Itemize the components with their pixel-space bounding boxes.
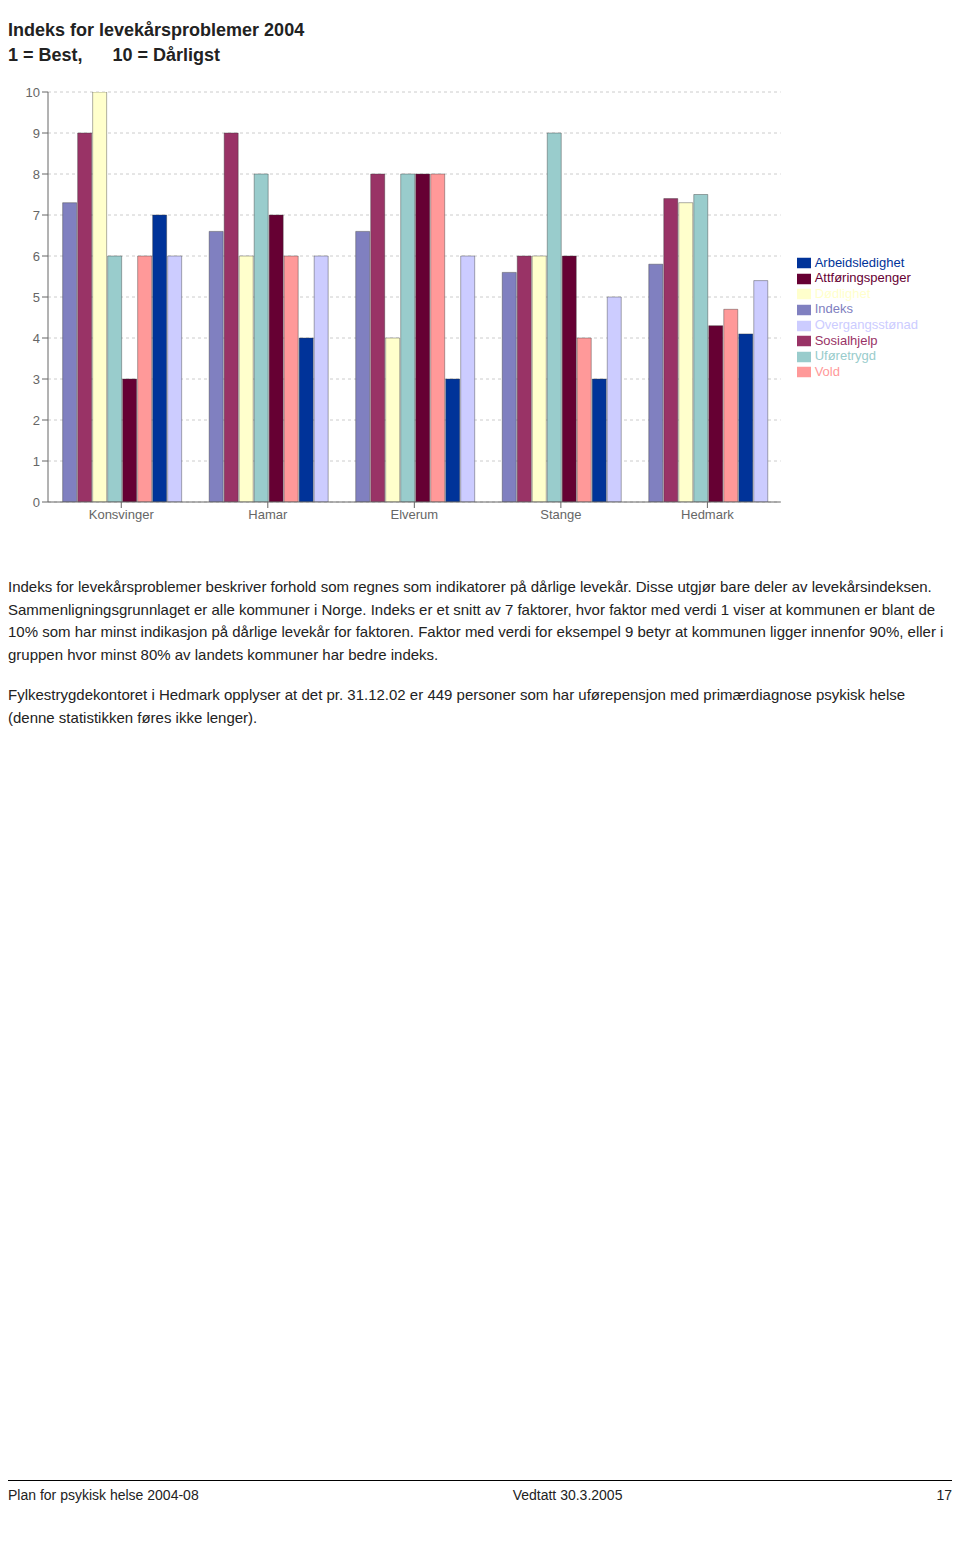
html-text:Fylkestrygdekontoret i Hedmark: Fylkestrygdekontoret i Hedmark opplyser …: [8, 686, 906, 726]
html-text:Vold: Vold: [814, 363, 840, 379]
svg-text:Hamar: Hamar: [248, 507, 288, 522]
html-text:Arbeidsledighet: Arbeidsledighet: [814, 254, 905, 270]
svg-text:4: 4: [33, 331, 40, 346]
svg-text:Konsvinger: Konsvinger: [89, 507, 155, 522]
svg-text:8: 8: [33, 167, 40, 182]
svg-text:Hedmark: Hedmark: [681, 507, 734, 522]
html-text:Vedtatt 30.3.2005: Vedtatt 30.3.2005: [512, 1487, 623, 1503]
html-text:1 = Best, 10 = Dårligst: 1 = Best, 10 = Dårligst: [8, 45, 221, 65]
html-text:Indeks for levekårsproblemer 2: Indeks for levekårsproblemer 2004: [8, 20, 305, 40]
html-text:17: 17: [936, 1487, 952, 1503]
svg-text:2: 2: [33, 413, 40, 428]
svg-text:Stange: Stange: [540, 507, 581, 522]
html-text:Uføretrygd: Uføretrygd: [814, 348, 877, 364]
svg-text:1: 1: [33, 454, 40, 469]
svg-text:10: 10: [26, 85, 40, 100]
html-text:Sosialhjelp: Sosialhjelp: [814, 332, 878, 348]
svg-text:6: 6: [33, 249, 40, 264]
html-text:Indeks for levekårsproblemer b: Indeks for levekårsproblemer beskriver f…: [8, 578, 944, 663]
html-text:Dødlighet: Dødlighet: [814, 285, 871, 301]
html-text:Overgangsstønad: Overgangsstønad: [814, 317, 918, 332]
svg-text:3: 3: [33, 372, 40, 387]
html-text:Indeks: Indeks: [814, 301, 853, 317]
svg-text:0: 0: [33, 495, 40, 510]
svg-text:7: 7: [33, 208, 40, 223]
svg-text:5: 5: [33, 290, 40, 305]
svg-text:Elverum: Elverum: [390, 507, 438, 522]
svg-text:9: 9: [33, 126, 40, 141]
html-text:Plan for psykisk helse 2004-08: Plan for psykisk helse 2004-08: [8, 1487, 199, 1503]
html-text:Attføringspenger: Attføringspenger: [814, 270, 911, 286]
